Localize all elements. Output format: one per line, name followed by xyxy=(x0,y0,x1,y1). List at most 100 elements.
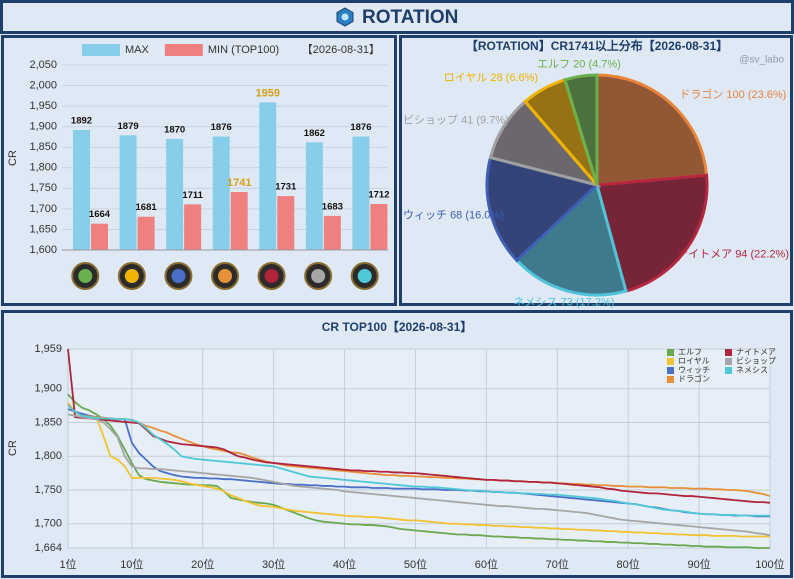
bar xyxy=(230,192,248,250)
pie-label-name: エルフ xyxy=(537,58,570,70)
bar xyxy=(305,142,323,250)
value-label: 1731 xyxy=(275,182,297,193)
legend-label: ロイヤル xyxy=(678,357,710,366)
pie-label-name: ロイヤル xyxy=(444,72,488,84)
legend-swatch xyxy=(667,358,674,365)
pie-label: ナイトメア 94 (22.2%) xyxy=(677,248,789,261)
bar xyxy=(323,215,341,250)
value-label: 1741 xyxy=(227,177,251,189)
x-tick-label: 30位 xyxy=(262,557,285,571)
legend-swatch xyxy=(725,349,732,356)
line-title: CR TOP100【2026-08-31】 xyxy=(322,319,473,334)
legend-swatch xyxy=(164,44,203,56)
pie-slice xyxy=(514,182,628,297)
pie-label: ビショップ 41 (9.7%) xyxy=(403,114,509,127)
x-tick-label: 40位 xyxy=(333,557,356,571)
pie-label-value: 68 (16.0%) xyxy=(450,209,504,221)
pie-label-name: ナイトメア xyxy=(677,248,732,261)
value-label: 1664 xyxy=(89,209,111,220)
x-tick-label: 10位 xyxy=(120,557,143,571)
y-tick-label: 2,050 xyxy=(29,59,57,71)
bar-panel xyxy=(1,35,397,306)
pie-label-value: 28 (6.6%) xyxy=(490,72,538,84)
x-tick-label: 80位 xyxy=(617,557,640,571)
series-line xyxy=(67,393,770,549)
pie-label-name: ドラゴン xyxy=(679,87,723,101)
bar xyxy=(212,136,230,250)
legend-label: MAX xyxy=(125,44,150,56)
pie-label: エルフ 20 (4.7%) xyxy=(537,58,621,70)
y-axis-label: CR xyxy=(7,150,19,166)
pie-label-name: ウィッチ xyxy=(403,208,447,221)
y-tick-label: 1,700 xyxy=(34,518,62,530)
y-tick-label: 1,900 xyxy=(29,121,57,133)
series-line xyxy=(67,413,771,537)
pie-slice xyxy=(595,73,709,187)
legend-swatch xyxy=(667,367,674,374)
pie-label-value: 94 (22.2%) xyxy=(735,249,789,261)
bar xyxy=(73,129,90,250)
value-label: 1959 xyxy=(256,87,280,99)
class-icon-emblem xyxy=(311,269,326,283)
pie-label: ネメシス 73 (17.2%) xyxy=(514,295,615,308)
bar xyxy=(352,136,370,250)
y-tick-label: 1,700 xyxy=(29,203,57,215)
bar xyxy=(137,216,155,250)
pie-label-value: 73 (17.2%) xyxy=(561,296,615,308)
legend-swatch xyxy=(725,367,732,374)
pie-label-value: 41 (9.7%) xyxy=(461,115,509,127)
series-line xyxy=(67,348,771,504)
x-tick-label: 60位 xyxy=(475,557,498,571)
series-line xyxy=(67,404,771,497)
value-label: 1876 xyxy=(211,122,232,133)
y-tick-label: 1,800 xyxy=(29,162,57,174)
class-icon-emblem xyxy=(218,269,232,283)
class-icon-emblem xyxy=(264,269,279,283)
value-label: 1862 xyxy=(304,128,325,139)
bar xyxy=(370,203,388,250)
y-tick-label: 1,750 xyxy=(29,182,57,194)
bar xyxy=(91,223,108,250)
legend-label: MIN (TOP100) xyxy=(208,44,279,56)
y-tick-label: 1,664 xyxy=(34,542,62,554)
x-tick-label: 20位 xyxy=(191,557,214,571)
plot-area xyxy=(67,348,771,549)
value-label: 1683 xyxy=(322,201,343,212)
value-label: 1711 xyxy=(182,190,203,201)
legend-label: ナイトメア xyxy=(736,348,776,357)
bar xyxy=(166,139,184,250)
legend-swatch xyxy=(667,349,674,356)
bar xyxy=(277,196,295,250)
header-bar xyxy=(0,0,794,34)
credit: @sv_labo xyxy=(739,55,784,66)
y-tick-label: 1,850 xyxy=(29,141,57,153)
value-label: 1712 xyxy=(368,189,389,200)
y-tick-label: 1,650 xyxy=(29,223,57,235)
pie-slice xyxy=(563,73,599,186)
pie-label-name: ビショップ xyxy=(403,114,458,127)
y-tick-label: 1,959 xyxy=(34,343,62,355)
y-tick-label: 1,750 xyxy=(34,484,62,496)
x-tick-label: 70位 xyxy=(546,557,569,571)
value-label: 1879 xyxy=(118,121,139,132)
series-line xyxy=(67,404,770,517)
pie-slice xyxy=(485,155,601,263)
y-tick-label: 1,900 xyxy=(34,383,62,395)
value-label: 1870 xyxy=(164,125,185,136)
bar xyxy=(119,135,137,250)
pie-label: ロイヤル 28 (6.6%) xyxy=(444,72,538,84)
header-icon xyxy=(336,7,354,27)
value-label: 1892 xyxy=(71,115,92,126)
value-label: 1681 xyxy=(136,202,158,213)
y-tick-label: 1,600 xyxy=(29,244,57,256)
bar xyxy=(259,102,277,251)
legend-label: ビショップ xyxy=(736,357,776,366)
legend-label: ドラゴン xyxy=(678,374,710,384)
y-tick-label: 1,950 xyxy=(29,100,57,112)
x-tick-label: 90位 xyxy=(687,557,710,571)
y-tick-label: 1,850 xyxy=(34,416,62,428)
y-tick-label: 1,800 xyxy=(34,450,62,462)
legend-label: エルフ xyxy=(678,348,702,357)
pie-slice xyxy=(595,173,709,293)
